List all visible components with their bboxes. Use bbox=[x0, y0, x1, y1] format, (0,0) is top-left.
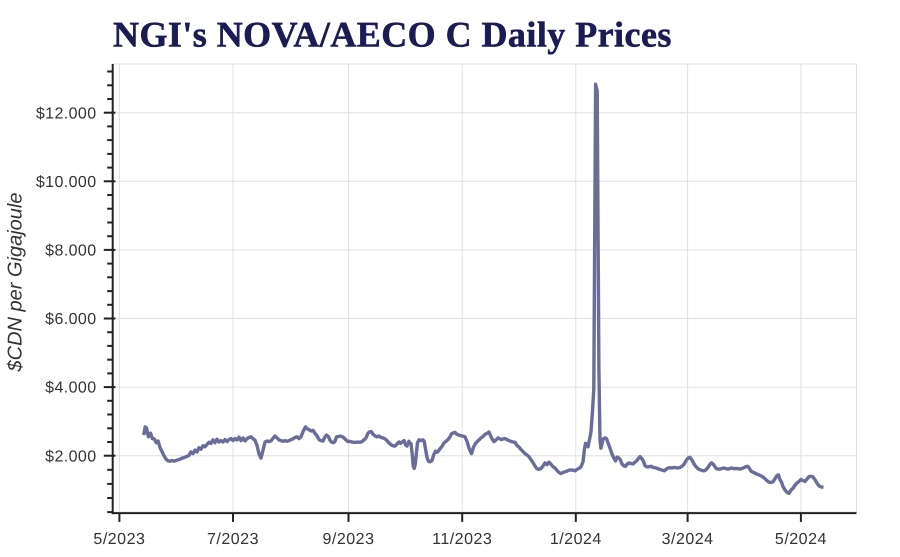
svg-text:11/2023: 11/2023 bbox=[432, 531, 492, 548]
svg-text:NGI's NOVA/AECO C Daily Prices: NGI's NOVA/AECO C Daily Prices bbox=[113, 15, 672, 55]
svg-text:$10.000: $10.000 bbox=[36, 174, 97, 191]
svg-text:1/2024: 1/2024 bbox=[550, 531, 602, 548]
svg-text:$4.000: $4.000 bbox=[45, 380, 96, 397]
svg-text:9/2023: 9/2023 bbox=[323, 531, 375, 548]
svg-text:$8.000: $8.000 bbox=[45, 243, 96, 260]
svg-text:$6.000: $6.000 bbox=[45, 311, 96, 328]
svg-text:7/2023: 7/2023 bbox=[207, 531, 259, 548]
svg-text:5/2023: 5/2023 bbox=[93, 531, 145, 548]
svg-text:5/2024: 5/2024 bbox=[775, 531, 827, 548]
svg-text:$2.000: $2.000 bbox=[45, 448, 96, 465]
svg-text:$12.000: $12.000 bbox=[36, 105, 97, 122]
svg-text:$CDN per Gigajoule: $CDN per Gigajoule bbox=[5, 193, 27, 373]
svg-text:3/2024: 3/2024 bbox=[662, 531, 714, 548]
